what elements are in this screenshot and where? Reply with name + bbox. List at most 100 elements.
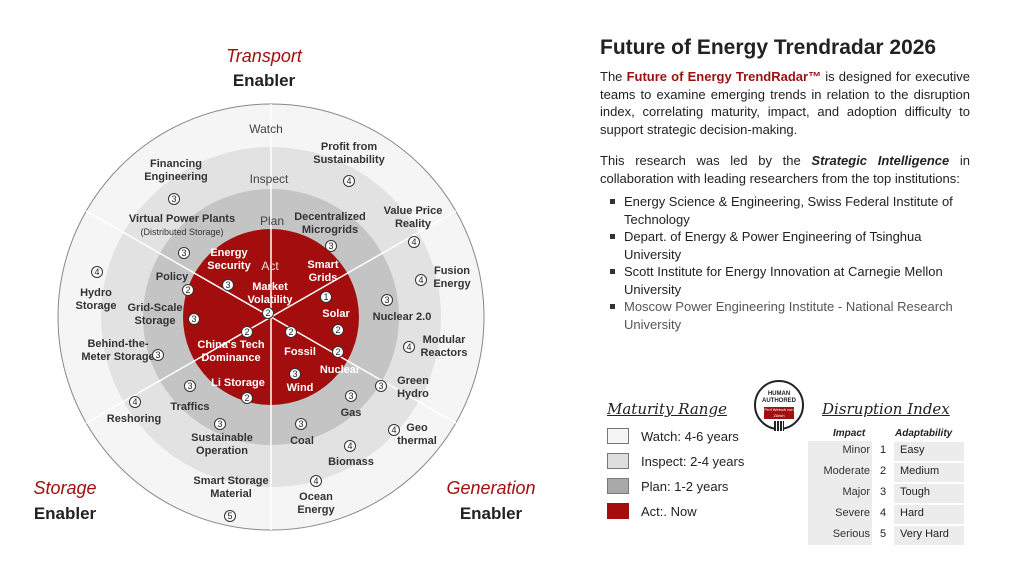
adaptability-cell: Easy bbox=[894, 442, 964, 461]
disruption-index-value: 3 bbox=[378, 381, 383, 391]
disruption-index-badge bbox=[345, 390, 357, 402]
research-text-1: This research was led by the bbox=[600, 153, 812, 168]
trend-label: Gas bbox=[341, 407, 362, 419]
disruption-index-badge bbox=[241, 326, 253, 338]
disruption-number: 5 bbox=[880, 528, 887, 540]
trend-label: Biomass bbox=[328, 456, 374, 468]
disruption-index-badge bbox=[241, 392, 253, 404]
adaptability-label: Tough bbox=[900, 486, 930, 498]
sector-storage-script: Storage bbox=[33, 478, 96, 498]
disruption-index-value: 3 bbox=[187, 381, 192, 391]
adaptability-label: Very Hard bbox=[900, 528, 949, 540]
trend-label: Decentralized bbox=[294, 211, 366, 223]
trend-label: Virtual Power Plants bbox=[129, 213, 235, 225]
trend-item: Virtual Power Plants (Distributed Storage… bbox=[129, 213, 235, 259]
disruption-number: 1 bbox=[880, 444, 887, 456]
disruption-index-badge bbox=[320, 291, 332, 303]
disruption-index-badge bbox=[91, 266, 103, 278]
trend-item: Nuclear 2 bbox=[320, 346, 361, 376]
disruption-index-value: 5 bbox=[227, 511, 232, 521]
disruption-index-badge bbox=[388, 424, 400, 436]
ring-label-act: Act bbox=[261, 259, 279, 273]
trend-label: Microgrids bbox=[302, 224, 358, 236]
disruption-index-badge bbox=[178, 247, 190, 259]
trend-label: Green bbox=[397, 375, 429, 387]
badge-text-human: HUMAN AUTHORED bbox=[756, 391, 802, 405]
trend-label: Profit from bbox=[321, 141, 377, 153]
disruption-index-value: 3 bbox=[155, 350, 160, 360]
disruption-row: Minor 1 Easy bbox=[808, 442, 964, 462]
maturity-swatch bbox=[607, 428, 629, 444]
trend-item: Traffics 3 bbox=[170, 380, 210, 413]
disruption-index-badge bbox=[222, 279, 234, 291]
trend-label: Li Storage bbox=[211, 377, 265, 389]
trend-label: Fusion bbox=[434, 265, 470, 277]
maturity-label: Act:. Now bbox=[641, 504, 697, 519]
sector-split-upper-left bbox=[85, 210, 272, 318]
disruption-index-value: 3 bbox=[181, 248, 186, 258]
disruption-index-value: 1 bbox=[323, 292, 328, 302]
trend-item: Coal 3 bbox=[290, 418, 314, 447]
trend-label: Engineering bbox=[144, 171, 208, 183]
trend-sublabel: (Distributed Storage) bbox=[140, 227, 223, 237]
trend-label: Value Price bbox=[384, 205, 443, 217]
disruption-index-badge bbox=[381, 294, 393, 306]
institution-item: Energy Science & Engineering, Swiss Fede… bbox=[610, 193, 970, 228]
maturity-label: Inspect: 2-4 years bbox=[641, 454, 745, 469]
disruption-index-value: 4 bbox=[391, 425, 396, 435]
disruption-index-value: 4 bbox=[406, 342, 411, 352]
disruption-index-value: 4 bbox=[94, 267, 99, 277]
trend-item: Wind 3 bbox=[287, 368, 313, 394]
trend-label: Storage bbox=[76, 300, 117, 312]
disruption-row: Major 3 Tough bbox=[808, 484, 964, 504]
impact-label: Moderate bbox=[823, 465, 870, 477]
trend-label: Smart Storage bbox=[193, 475, 268, 487]
disruption-index-value: 2 bbox=[244, 393, 249, 403]
trend-label: Operation bbox=[196, 445, 248, 457]
disruption-index-badge bbox=[182, 284, 194, 296]
intro-text-2: is designed for executive teams to exami… bbox=[600, 69, 970, 137]
disruption-index-value: 2 bbox=[244, 327, 249, 337]
adaptability-label: Medium bbox=[900, 465, 940, 477]
sector-split-upper-right bbox=[270, 210, 457, 318]
disruption-index-value: 3 bbox=[292, 369, 297, 379]
disruption-index-badge bbox=[344, 440, 356, 452]
disruption-index-badge bbox=[332, 324, 344, 336]
disruption-index-badge bbox=[343, 175, 355, 187]
maturity-swatch bbox=[607, 478, 629, 494]
trend-radar: Transport Enabler Storage Enabler Genera… bbox=[33, 46, 536, 531]
disruption-index-badge bbox=[262, 307, 274, 319]
trend-item: Policy 2 bbox=[156, 271, 194, 296]
maturity-swatch bbox=[607, 453, 629, 469]
disruption-index-badge bbox=[224, 510, 236, 522]
disruption-index-value: 4 bbox=[347, 441, 352, 451]
trend-label: Energy bbox=[433, 278, 471, 290]
trend-item: Li Storage 2 bbox=[211, 377, 265, 404]
disruption-index-value: 3 bbox=[171, 194, 176, 204]
disruption-row: Moderate 2 Medium bbox=[808, 463, 964, 483]
disruption-index-value: 2 bbox=[335, 347, 340, 357]
info-panel: Future of Energy Trendradar 2026 The Fut… bbox=[600, 36, 970, 333]
disruption-index-value: 3 bbox=[384, 295, 389, 305]
maturity-label: Watch: 4-6 years bbox=[641, 429, 739, 444]
trend-item: Solar 2 bbox=[322, 308, 350, 336]
trend-label: Energy bbox=[210, 247, 248, 259]
trend-label: Policy bbox=[156, 271, 189, 283]
disruption-index-value: 3 bbox=[217, 419, 222, 429]
trend-label: Financing bbox=[150, 158, 202, 170]
disruption-number: 3 bbox=[880, 486, 887, 498]
intro-text-1: The bbox=[600, 69, 627, 84]
disruption-index-value: 3 bbox=[298, 419, 303, 429]
trend-item: Biomass 4 bbox=[328, 440, 374, 468]
trend-label: Volatility bbox=[247, 294, 293, 306]
disruption-index-badge bbox=[332, 346, 344, 358]
disruption-index-badge bbox=[152, 349, 164, 361]
